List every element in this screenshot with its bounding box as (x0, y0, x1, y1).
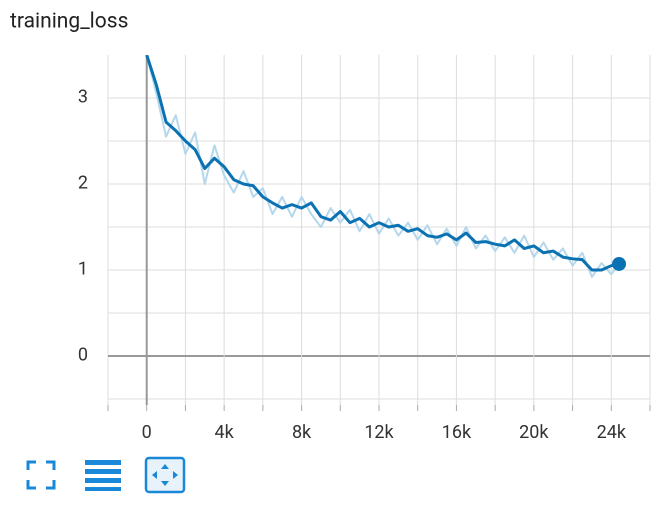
icon-bar (85, 487, 121, 491)
fullscreen-button[interactable] (26, 460, 56, 490)
plot-area (145, 55, 620, 278)
smoothed-line (145, 55, 620, 272)
last-point (612, 256, 627, 271)
fit-icon (144, 456, 186, 494)
x-tick-label: 0 (142, 422, 152, 443)
y-tick-label: 0 (78, 345, 88, 366)
fit-domain-button[interactable] (144, 456, 186, 494)
chart-title: training_loss (10, 10, 128, 34)
icon-bar (85, 478, 121, 483)
fullscreen-icon (26, 460, 56, 490)
fit-arrows (152, 464, 178, 486)
y-tick-label: 1 (78, 259, 88, 280)
raw-line (145, 55, 620, 278)
x-tick-label: 8k (292, 422, 312, 443)
x-tick-label: 20k (519, 422, 549, 443)
toggle-log-button[interactable] (85, 460, 121, 491)
x-tick-label: 4k (215, 422, 235, 443)
icon-bar (85, 469, 121, 474)
icon-bar (85, 460, 121, 465)
x-tick-label: 24k (597, 422, 627, 443)
x-tick-label: 16k (442, 422, 472, 443)
y-tick-label: 2 (78, 173, 88, 194)
x-tick-label: 12k (364, 422, 394, 443)
y-tick-label: 3 (78, 87, 88, 108)
